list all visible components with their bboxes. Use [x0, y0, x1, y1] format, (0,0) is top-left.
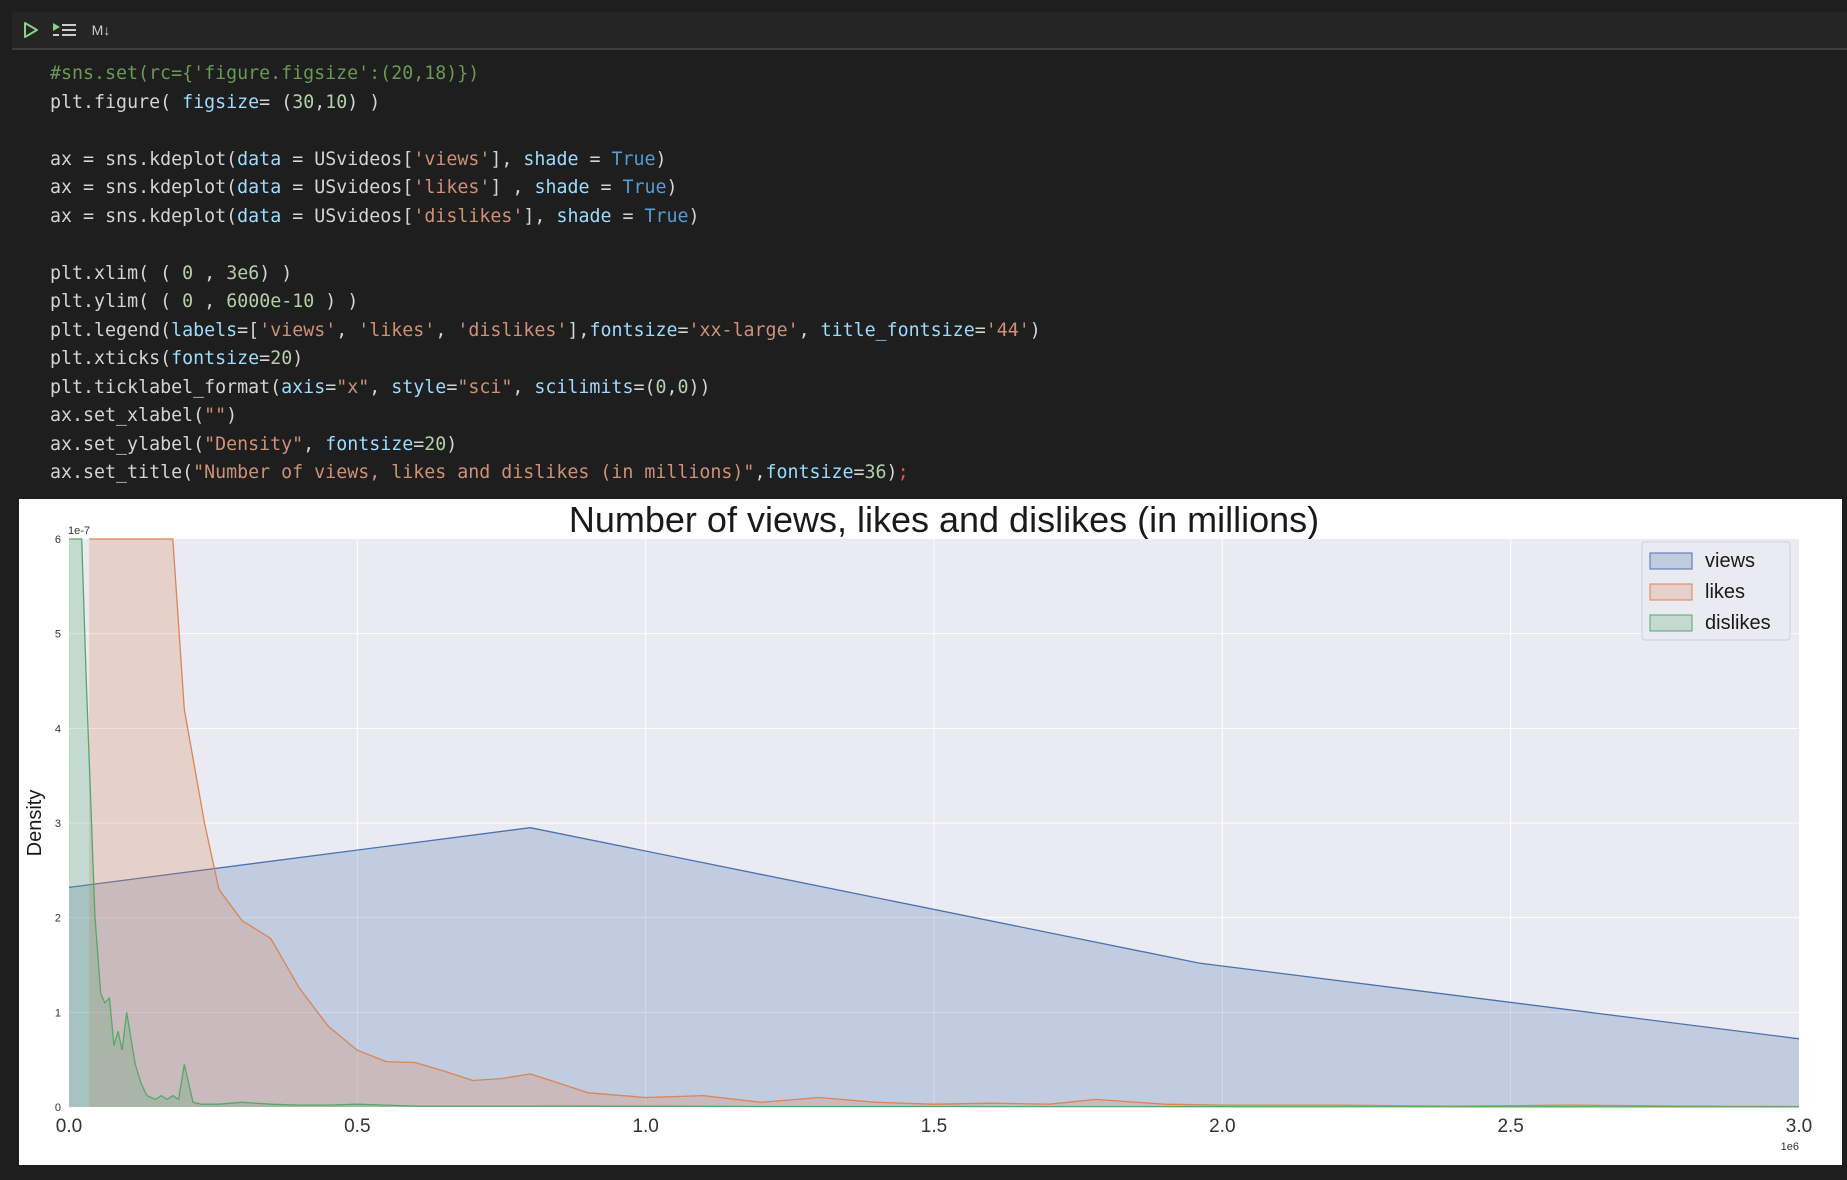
- code-line: ax.set_title("Number of views, likes and…: [50, 462, 909, 483]
- code-line: ax = sns.kdeplot(data = USvideos['likes'…: [50, 177, 678, 198]
- y-tick-label: 2: [55, 913, 61, 925]
- y-axis-label: Density: [24, 790, 46, 857]
- cell-type-markdown-button[interactable]: M↓: [88, 20, 114, 40]
- grid-lines: [69, 539, 1799, 1107]
- legend-swatch-likes: [1649, 583, 1693, 601]
- chart-title: Number of views, likes and dislikes (in …: [569, 499, 1319, 540]
- code-line: plt.xticks(fontsize=20): [50, 348, 304, 369]
- code-editor[interactable]: #sns.set(rc={'figure.figsize':(20,18)}) p…: [12, 50, 1847, 498]
- x-tick-label: 0.0: [56, 1116, 82, 1137]
- series-area-likes: [89, 539, 1800, 1107]
- code-line: plt.legend(labels=['views', 'likes', 'di…: [50, 319, 1041, 341]
- legend-label-views: views: [1705, 550, 1755, 572]
- legend-swatch-dislikes: [1649, 614, 1693, 632]
- code-line: [50, 117, 1041, 146]
- code-line: plt.xlim( ( 0 , 3e6) ): [50, 262, 293, 284]
- series-area-views: [69, 827, 1799, 1107]
- code-line: plt.ticklabel_format(axis="x", style="sc…: [50, 376, 711, 398]
- x-tick-label: 2.5: [1497, 1116, 1523, 1137]
- play-icon: [24, 22, 38, 38]
- y-tick-label: 0: [55, 1102, 61, 1114]
- x-offset-label: 1e6: [1781, 1141, 1799, 1153]
- x-tick-label: 1.5: [921, 1116, 947, 1137]
- code-line: ax = sns.kdeplot(data = USvideos['dislik…: [50, 205, 700, 227]
- cell-toolbar: M↓: [12, 12, 1847, 50]
- legend-swatch-views: [1649, 552, 1693, 570]
- series-line-dislikes: [69, 538, 1800, 1108]
- code-block[interactable]: #sns.set(rc={'figure.figsize':(20,18)}) p…: [50, 60, 1041, 488]
- series-line-likes: [89, 538, 1800, 1108]
- code-line: [50, 231, 1041, 260]
- y-tick-label: 6: [55, 534, 61, 546]
- legend-label-likes: likes: [1705, 581, 1745, 603]
- series-line-views: [68, 827, 1800, 1040]
- x-tick-label: 0.5: [344, 1116, 370, 1137]
- x-axis-ticks: 0.0 0.5 1.0 1.5 2.0 2.5 3.0: [56, 1116, 1812, 1137]
- run-below-icon: [53, 23, 76, 36]
- run-cell-button[interactable]: [20, 20, 42, 40]
- x-tick-label: 3.0: [1786, 1116, 1812, 1137]
- run-below-button[interactable]: [52, 20, 78, 40]
- series-areas: [68, 538, 1800, 1108]
- markdown-label: M↓: [91, 22, 111, 38]
- code-line: ax.set_xlabel(""): [50, 405, 238, 426]
- kde-chart: Number of views, likes and dislikes (in …: [24, 499, 1812, 1153]
- y-tick-label: 1: [55, 1007, 61, 1019]
- x-tick-label: 1.0: [632, 1116, 658, 1137]
- y-axis-ticks: 0 1 2 3 4 5 6: [55, 534, 61, 1114]
- x-tick-label: 2.0: [1209, 1116, 1235, 1137]
- code-line: ax = sns.kdeplot(data = USvideos['views'…: [50, 148, 667, 170]
- y-tick-label: 5: [55, 629, 61, 641]
- notebook-cell: M↓ #sns.set(rc={'figure.figsize':(20,18)…: [12, 12, 1847, 498]
- cell-output: Number of views, likes and dislikes (in …: [19, 499, 1842, 1165]
- code-line: ax.set_ylabel("Density", fontsize=20): [50, 433, 458, 455]
- code-line: plt.ylim( ( 0 , 6000e-10 ) ): [50, 291, 359, 312]
- legend: views likes dislikes: [1641, 541, 1791, 641]
- y-tick-label: 3: [55, 818, 61, 830]
- code-line: #sns.set(rc={'figure.figsize':(20,18)}): [50, 63, 480, 84]
- y-offset-label: 1e-7: [68, 525, 90, 537]
- code-line: plt.figure( figsize= (30,10) ): [50, 91, 381, 113]
- y-tick-label: 4: [55, 723, 61, 735]
- legend-label-dislikes: dislikes: [1705, 612, 1771, 634]
